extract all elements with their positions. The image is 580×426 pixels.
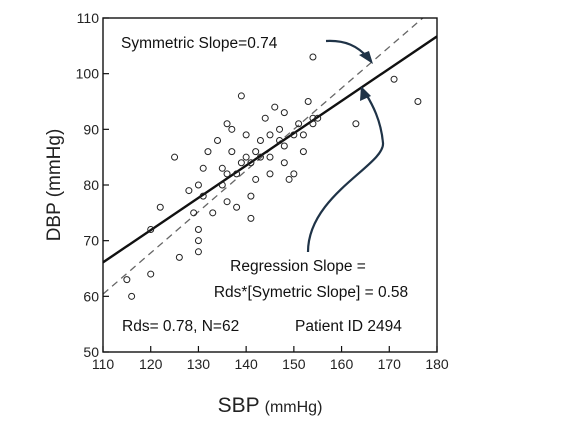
x-tick-label: 180 [425,356,449,372]
data-point [390,75,398,83]
data-point [128,292,136,300]
data-point [280,142,288,150]
data-point [276,125,284,133]
data-point [309,53,317,61]
data-point [194,181,202,189]
data-point [214,136,222,144]
y-tick-label: 110 [77,10,100,26]
data-point [223,198,231,206]
x-tick-label: 130 [187,356,211,372]
x-tick-label: 170 [378,356,402,372]
data-point [252,148,260,156]
data-point [194,226,202,234]
x-tick-label: 110 [92,356,115,372]
data-point [242,153,250,161]
data-point [247,159,255,167]
plot-lines [103,18,437,295]
symmetric-slope-label: Symmetric Slope=0.74 [121,35,278,52]
regression-annotation-arrow [306,93,385,253]
data-point [266,170,274,178]
data-point [290,131,298,139]
symmetric-arrowhead [359,51,373,64]
data-point [156,203,164,211]
data-point [309,114,317,122]
data-point [190,209,198,217]
data-point [199,164,207,172]
data-point [314,114,322,122]
regression-arrowhead [360,86,371,101]
data-point [352,120,360,128]
data-point [209,209,217,217]
data-point [266,153,274,161]
y-axis-label: DBP (mmHg) [44,129,65,242]
data-point [218,181,226,189]
data-point [218,164,226,172]
regression-slope-label-line1: Regression Slope = [230,258,366,275]
data-point [171,153,179,161]
data-point [247,214,255,222]
x-axis-label: SBP (mmHg) [218,394,323,417]
regression-slope-label-line2: Rds*[Symetric Slope] = 0.58 [214,284,408,301]
data-point [285,175,293,183]
y-tick-label: 90 [83,121,99,137]
y-tick-label: 50 [83,344,99,360]
y-tick-label: 100 [76,66,100,82]
y-tick-label: 60 [83,288,99,304]
data-point [194,248,202,256]
data-point [223,170,231,178]
regression-line [103,35,437,264]
data-point [175,253,183,261]
data-point [228,125,236,133]
data-point [199,192,207,200]
data-point [237,92,245,100]
y-axis-ticks: 50 60 70 80 90 100 110 [76,10,109,360]
data-point [256,136,264,144]
data-point [185,187,193,195]
data-point [147,226,155,234]
data-point [261,114,269,122]
data-point [194,237,202,245]
data-points [123,53,422,300]
data-point [252,175,260,183]
data-point [237,159,245,167]
x-tick-label: 120 [139,356,163,372]
stats-label: Rds= 0.78, N=62 [122,318,239,335]
x-axis-ticks: 110 120 130 140 150 160 170 180 [92,346,449,372]
data-point [299,148,307,156]
data-point [290,170,298,178]
patient-id-label: Patient ID 2494 [295,318,402,335]
x-tick-label: 140 [234,356,258,372]
data-point [280,109,288,117]
x-tick-label: 160 [330,356,354,372]
data-point [242,131,250,139]
data-point [295,120,303,128]
data-point [266,131,274,139]
data-point [147,270,155,278]
data-point [123,276,131,284]
data-point [204,148,212,156]
y-tick-label: 70 [83,233,99,249]
data-point [276,136,284,144]
data-point [233,203,241,211]
data-point [280,159,288,167]
data-point [304,98,312,105]
data-point [228,148,236,156]
data-point [414,98,422,105]
data-point [247,192,255,200]
x-axis-unit: (mmHg) [265,399,323,416]
data-point [233,170,241,178]
data-point [256,153,264,161]
data-point [299,131,307,139]
x-tick-label: 150 [282,356,306,372]
plot-frame [102,17,438,353]
data-point [271,103,279,111]
y-tick-label: 80 [83,177,99,193]
x-axis-title: SBP [218,394,260,417]
data-point [223,120,231,128]
